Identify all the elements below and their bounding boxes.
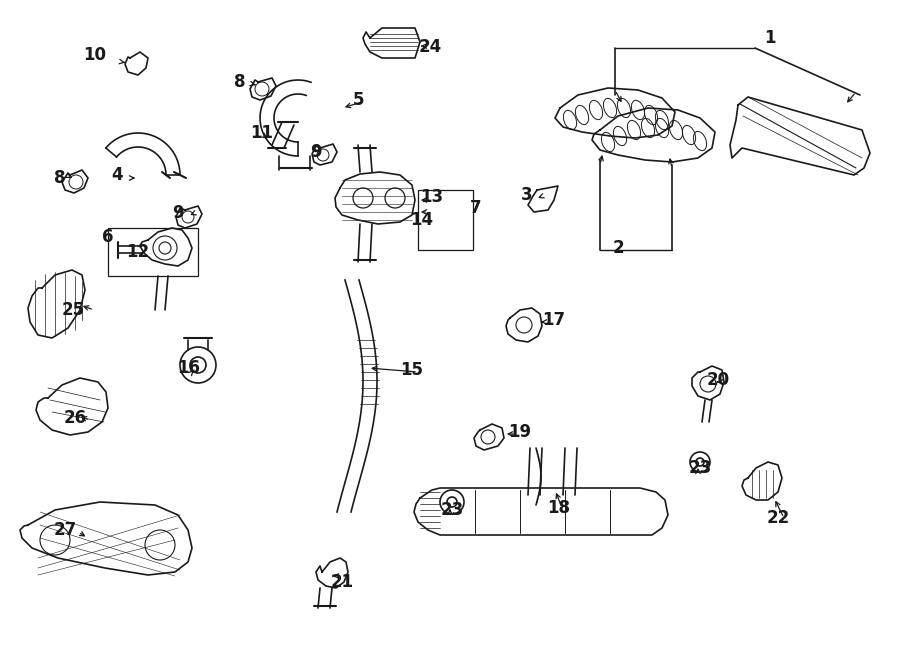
Text: 23: 23 [440,501,464,519]
Text: 10: 10 [84,46,106,64]
Text: 22: 22 [767,509,789,527]
Text: 13: 13 [420,188,444,206]
Text: 12: 12 [126,243,149,261]
Text: 14: 14 [410,211,434,229]
Text: 26: 26 [63,409,86,427]
Text: 8: 8 [54,169,66,187]
Text: 25: 25 [61,301,85,319]
Text: 5: 5 [352,91,364,109]
Text: 1: 1 [764,29,776,47]
Text: 7: 7 [470,199,482,217]
Text: 9: 9 [310,143,322,161]
Text: 2: 2 [612,239,624,257]
Text: 17: 17 [543,311,565,329]
Text: 15: 15 [400,361,424,379]
Text: 18: 18 [547,499,571,517]
Text: 19: 19 [508,423,532,441]
Text: 9: 9 [172,204,184,222]
Text: 24: 24 [418,38,442,56]
Text: 23: 23 [688,459,712,477]
Text: 21: 21 [330,573,354,591]
Text: 20: 20 [706,371,730,389]
Text: 6: 6 [103,228,113,246]
Text: 4: 4 [112,166,122,184]
Text: 11: 11 [250,124,274,142]
Text: 27: 27 [53,521,76,539]
Text: 3: 3 [521,186,533,204]
Bar [108,228,198,276]
Text: 8: 8 [234,73,246,91]
Bar [418,190,473,250]
Text: 16: 16 [177,359,201,377]
